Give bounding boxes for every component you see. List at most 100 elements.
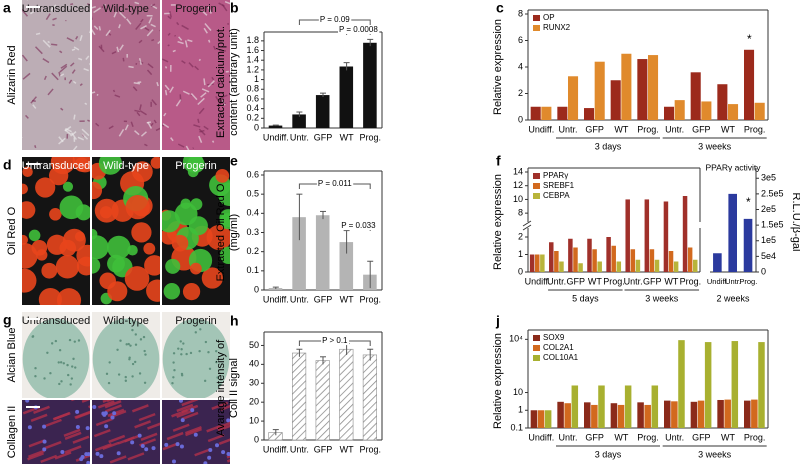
x-tick-label: GFP	[567, 276, 586, 286]
bar	[568, 239, 572, 272]
image-texture	[72, 358, 74, 360]
bar	[597, 262, 601, 273]
image-texture	[76, 425, 80, 429]
x-axis-label: 2 weeks	[716, 293, 750, 303]
bar	[587, 239, 591, 272]
image	[90, 0, 165, 150]
x-tick-label: WT	[588, 276, 602, 286]
x-tick-label: Prog.	[744, 124, 766, 134]
bar	[363, 355, 377, 440]
x-tick-label: WT	[721, 432, 735, 442]
image-texture	[199, 59, 200, 60]
column-label: Untransduced	[22, 3, 91, 15]
image-texture	[198, 350, 200, 352]
image-texture	[180, 353, 182, 355]
image-texture	[207, 456, 211, 460]
image-texture	[99, 454, 103, 458]
legend-label: PPARγ	[543, 171, 568, 180]
image-texture	[131, 222, 151, 242]
y-tick-label: 1.2	[246, 64, 259, 74]
y-tick-label: 6	[518, 35, 523, 45]
legend-swatch	[533, 183, 540, 189]
image-texture	[205, 341, 207, 343]
image-texture	[166, 66, 167, 68]
y-tick-label: 0	[254, 284, 259, 294]
image-texture	[204, 380, 206, 382]
bar	[606, 237, 610, 272]
group-label: 3 weeks	[698, 141, 732, 151]
y-tick-label: 0.1	[510, 422, 523, 432]
legend-swatch	[533, 193, 540, 199]
image-texture	[60, 380, 62, 382]
bar	[701, 101, 711, 120]
bar	[664, 201, 668, 272]
x-tick-label: Untr.	[290, 132, 309, 142]
group-label: 3 days	[595, 141, 622, 151]
image-texture	[66, 364, 68, 366]
image-texture	[13, 269, 37, 293]
y-axis-label: Extracted Oil Red O	[215, 183, 227, 281]
column-label: Untransduced	[22, 315, 91, 327]
image-texture	[143, 243, 155, 255]
image-texture	[215, 169, 229, 183]
legend-label: OP	[543, 13, 555, 22]
legend-label: SOX9	[543, 333, 565, 342]
image-texture	[18, 201, 36, 219]
bar	[625, 199, 629, 272]
image-texture	[46, 352, 48, 354]
image-texture	[108, 382, 110, 384]
panel-letter: b	[230, 0, 239, 16]
x-tick-label: Prog.	[637, 124, 659, 134]
image-texture	[190, 198, 202, 210]
bar	[592, 249, 596, 272]
x-tick-label: GFP	[314, 294, 333, 304]
image-texture	[59, 72, 60, 76]
bar	[611, 246, 615, 272]
image-texture	[141, 444, 145, 448]
bar	[316, 215, 330, 290]
y-tick-label: 8	[518, 8, 523, 18]
image-texture	[135, 344, 137, 346]
annotation: P = 0.011	[318, 179, 352, 188]
image-texture	[199, 328, 201, 330]
bar	[669, 251, 673, 272]
x-tick-label: Untr.	[547, 276, 566, 286]
x-tick-label: Prog.	[637, 432, 659, 442]
image-texture	[207, 351, 209, 353]
image-texture	[67, 374, 69, 376]
legend-label: CEBPA	[543, 191, 570, 200]
legend-label: COL2A1	[543, 343, 574, 352]
image-texture	[43, 440, 47, 444]
image-texture	[144, 447, 148, 451]
image-texture	[58, 361, 60, 363]
image-texture	[32, 336, 34, 338]
image-texture	[32, 101, 36, 102]
image-texture	[165, 259, 180, 274]
y-tick-label: 50	[249, 340, 259, 350]
y-tick-label: 1.4	[246, 55, 259, 65]
image-texture	[112, 411, 116, 415]
image-texture	[119, 340, 121, 342]
image-texture	[41, 263, 57, 279]
image-texture	[95, 199, 119, 223]
bar	[316, 95, 330, 128]
bar	[655, 260, 659, 272]
image-texture	[118, 373, 120, 375]
bar	[545, 410, 552, 428]
image-texture	[185, 353, 187, 355]
bar	[559, 262, 563, 273]
x-tick-label: GFP	[585, 432, 604, 442]
group-label: 5 days	[572, 293, 599, 303]
bar	[292, 353, 306, 440]
image-texture	[58, 383, 60, 385]
legend-label: RUNX2	[543, 23, 571, 32]
x-tick-label: WT	[664, 276, 678, 286]
legend-label: COL10A1	[543, 353, 579, 362]
image	[12, 148, 98, 313]
image-texture	[125, 343, 127, 345]
y-tick-label: 0.2	[246, 246, 259, 256]
column-label: Wild-type	[103, 3, 149, 15]
x-tick-label: Untr.	[624, 276, 643, 286]
bar	[554, 251, 558, 272]
bar	[728, 104, 738, 120]
